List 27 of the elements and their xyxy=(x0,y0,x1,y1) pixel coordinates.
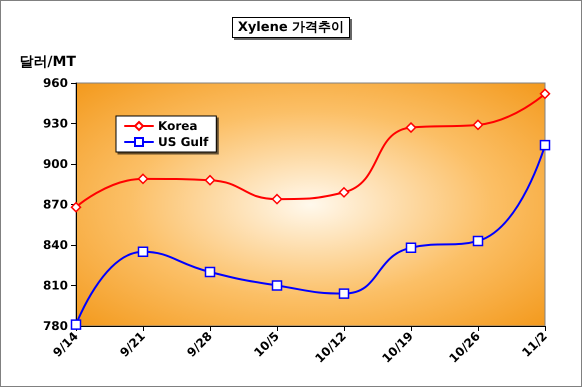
legend-label: US Gulf xyxy=(158,135,210,149)
point xyxy=(70,319,82,330)
point xyxy=(138,174,148,184)
y-tick-label: 960 xyxy=(42,76,68,90)
point xyxy=(204,174,216,186)
point xyxy=(272,280,282,291)
point xyxy=(406,122,416,133)
y-tick-label: 810 xyxy=(42,278,68,292)
y-axis-title: 달러/MT xyxy=(19,54,76,70)
point xyxy=(406,242,416,253)
point xyxy=(540,88,550,100)
y-tick-label: 930 xyxy=(42,116,68,130)
y-tick-label: 870 xyxy=(42,198,68,212)
point xyxy=(540,140,550,150)
point xyxy=(272,194,282,204)
point xyxy=(338,187,350,198)
y-tick-label: 900 xyxy=(42,157,68,171)
point xyxy=(472,236,484,246)
y-tick-label: 840 xyxy=(42,238,68,252)
legend-label: Korea xyxy=(158,119,198,133)
point xyxy=(70,202,82,212)
point xyxy=(472,120,484,130)
chart-title: Xylene 가격추이 xyxy=(238,20,344,35)
point xyxy=(138,246,148,257)
point xyxy=(338,288,350,299)
y-tick-label: 780 xyxy=(42,319,68,333)
point xyxy=(204,266,216,278)
